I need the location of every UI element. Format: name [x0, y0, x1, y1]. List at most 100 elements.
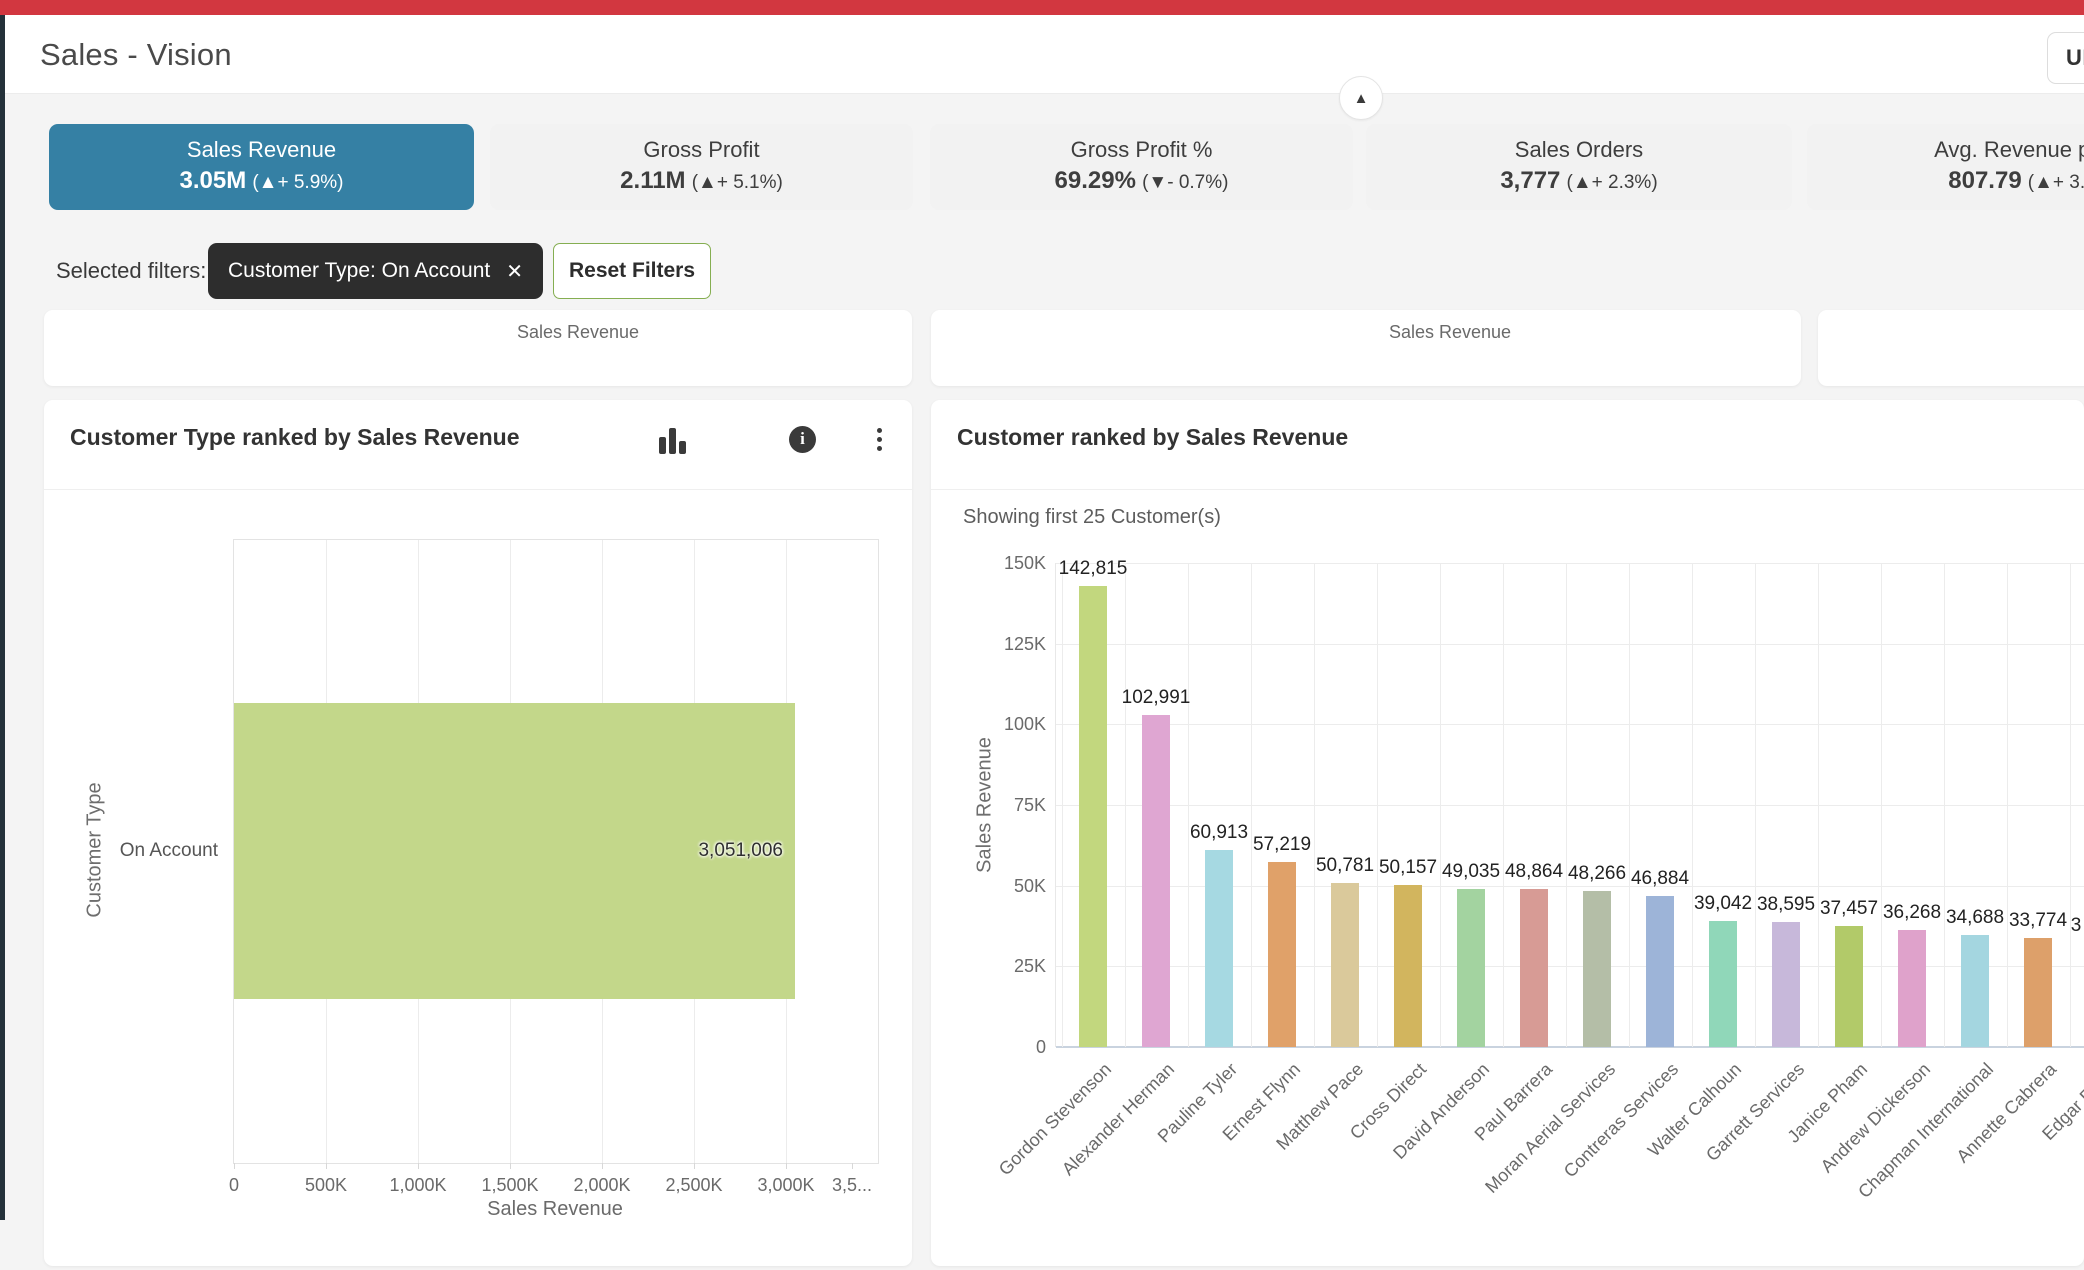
chart2-plot: 150K125K100K75K50K25K0142,815Gordon Stev… [1055, 563, 2084, 1047]
x-tick-label: 500K [305, 1175, 347, 1196]
tick-mark [852, 1163, 853, 1169]
y-tick-label: 0 [990, 1037, 1046, 1058]
units-button[interactable]: UN [2047, 32, 2084, 84]
left-edge-strip [0, 15, 5, 1220]
bar-moran-aerial-services[interactable] [1583, 891, 1611, 1047]
kpi-value-line: 2.11M (▲+ 5.1%) [620, 167, 783, 197]
bar-value-label: 38,595 [1757, 894, 1815, 916]
bar-value-label: 102,991 [1122, 687, 1191, 709]
bar-value-label: 60,913 [1190, 822, 1248, 844]
gridline [1251, 563, 1252, 1047]
chart1-title: Customer Type ranked by Sales Revenue [70, 424, 520, 451]
bar-janice-pham[interactable] [1835, 926, 1863, 1047]
bar-walter-calhoun[interactable] [1709, 921, 1737, 1047]
bar-andrew-dickerson[interactable] [1898, 930, 1926, 1047]
category-label-on-account[interactable]: On Account [44, 840, 218, 862]
bar-matthew-pace[interactable] [1331, 883, 1359, 1047]
tick-mark [326, 1163, 327, 1169]
kpi-value: 2.11M [620, 167, 685, 194]
tick-mark [234, 1163, 235, 1169]
gridline [2007, 563, 2008, 1047]
bar-value-label: 48,864 [1505, 861, 1563, 883]
axis-label: Sales Revenue [144, 322, 1012, 343]
tick-mark [510, 1163, 511, 1169]
bar-paul-barrera[interactable] [1520, 889, 1548, 1047]
y-tick-label: 150K [990, 553, 1046, 574]
bar-value-label: 37,457 [1820, 898, 1878, 920]
bar-garrett-services[interactable] [1772, 922, 1800, 1047]
divider [931, 489, 2084, 490]
kpi-label: Sales Orders [1515, 137, 1643, 163]
x-tick-label: 0 [229, 1175, 239, 1196]
collapse-panel-toggle[interactable]: ▲ [1339, 76, 1383, 120]
bar-value-label: 36,268 [1883, 902, 1941, 924]
tick-mark [602, 1163, 603, 1169]
app-header: Sales - Vision UN [0, 15, 2084, 94]
kpi-value: 3,777 [1500, 167, 1560, 194]
divider [44, 489, 912, 490]
customer-chart-card: Customer ranked by Sales Revenue Showing… [931, 400, 2084, 1266]
x-tick-label: 3,5... [832, 1175, 872, 1196]
page-title: Sales - Vision [40, 37, 232, 73]
bar-contreras-services[interactable] [1646, 896, 1674, 1047]
chart1-toolbar: i [657, 424, 882, 454]
kpi-delta: (▲+ 3.5 [2028, 172, 2084, 193]
bar-cross-direct[interactable] [1394, 885, 1422, 1047]
bar-value-label: 57,219 [1253, 834, 1311, 856]
caret-up-icon: ▲ [1354, 91, 1369, 106]
kpi-delta: (▲+ 2.3%) [1567, 172, 1658, 193]
x-tick-label: 2,000K [573, 1175, 630, 1196]
kpi-sales-revenue[interactable]: Sales Revenue 3.05M (▲+ 5.9%) [49, 124, 474, 210]
kpi-gross-profit-pct[interactable]: Gross Profit % 69.29% (▼- 0.7%) [930, 124, 1353, 210]
x-tick-label: 1,000K [389, 1175, 446, 1196]
bar-annette-cabrera[interactable] [2024, 938, 2052, 1047]
kebab-menu-icon[interactable] [852, 424, 882, 454]
gridline [1062, 563, 1063, 1047]
gridline [1056, 563, 2084, 564]
kpi-label: Sales Revenue [187, 137, 336, 163]
x-tick-label: 2,500K [665, 1175, 722, 1196]
bar-chart-icon[interactable] [657, 424, 687, 454]
gridline [1881, 563, 1882, 1047]
bar-value-label: 3,051,006 [698, 840, 783, 862]
bar-value-label: 46,884 [1631, 868, 1689, 890]
bar-ernest-flynn[interactable] [1268, 862, 1296, 1047]
kpi-delta: (▼- 0.7%) [1142, 172, 1228, 193]
gridline [1755, 563, 1756, 1047]
bar-alexander-herman[interactable] [1142, 715, 1170, 1047]
filter-chip-customer-type[interactable]: Customer Type: On Account ✕ [208, 243, 543, 299]
kpi-label: Avg. Revenue per [1934, 137, 2084, 163]
gridline [1188, 563, 1189, 1047]
gridline [1818, 563, 1819, 1047]
y-tick-label: 50K [990, 876, 1046, 897]
gridline [1125, 563, 1126, 1047]
info-icon[interactable]: i [789, 426, 816, 453]
reset-filters-button[interactable]: Reset Filters [553, 243, 711, 299]
tick-mark [694, 1163, 695, 1169]
chart1-x-axis-title: Sales Revenue [233, 1198, 877, 1221]
x-tick-label: 3,000K [757, 1175, 814, 1196]
kpi-value: 69.29% [1055, 167, 1136, 194]
partial-chart-card-3 [1818, 310, 2084, 386]
partial-chart-card-2: Sales Revenue [931, 310, 1801, 386]
gridline [1692, 563, 1693, 1047]
tick-mark [786, 1163, 787, 1169]
bar-value-label: 34,688 [1946, 907, 2004, 929]
gridline [1503, 563, 1504, 1047]
bar-pauline-tyler[interactable] [1205, 850, 1233, 1047]
gridline [1377, 563, 1378, 1047]
kpi-sales-orders[interactable]: Sales Orders 3,777 (▲+ 2.3%) [1366, 124, 1792, 210]
gridline [1056, 724, 2084, 725]
kpi-gross-profit[interactable]: Gross Profit 2.11M (▲+ 5.1%) [490, 124, 913, 210]
kpi-avg-revenue[interactable]: Avg. Revenue per 807.79 (▲+ 3.5 [1807, 124, 2084, 210]
grid-view-icon[interactable] [723, 424, 753, 454]
axis-label: Sales Revenue [1015, 322, 1885, 343]
selected-filters-label: Selected filters: [56, 243, 206, 299]
bar-gordon-stevenson[interactable] [1079, 586, 1107, 1047]
bar-chapman-international[interactable] [1961, 935, 1989, 1047]
kpi-value-line: 807.79 (▲+ 3.5 [1948, 167, 2084, 197]
bar-david-anderson[interactable] [1457, 889, 1485, 1047]
filter-chip-label: Customer Type: On Account [228, 259, 490, 283]
remove-filter-icon[interactable]: ✕ [506, 259, 523, 284]
customer-type-chart-card: Customer Type ranked by Sales Revenue i … [44, 400, 912, 1266]
